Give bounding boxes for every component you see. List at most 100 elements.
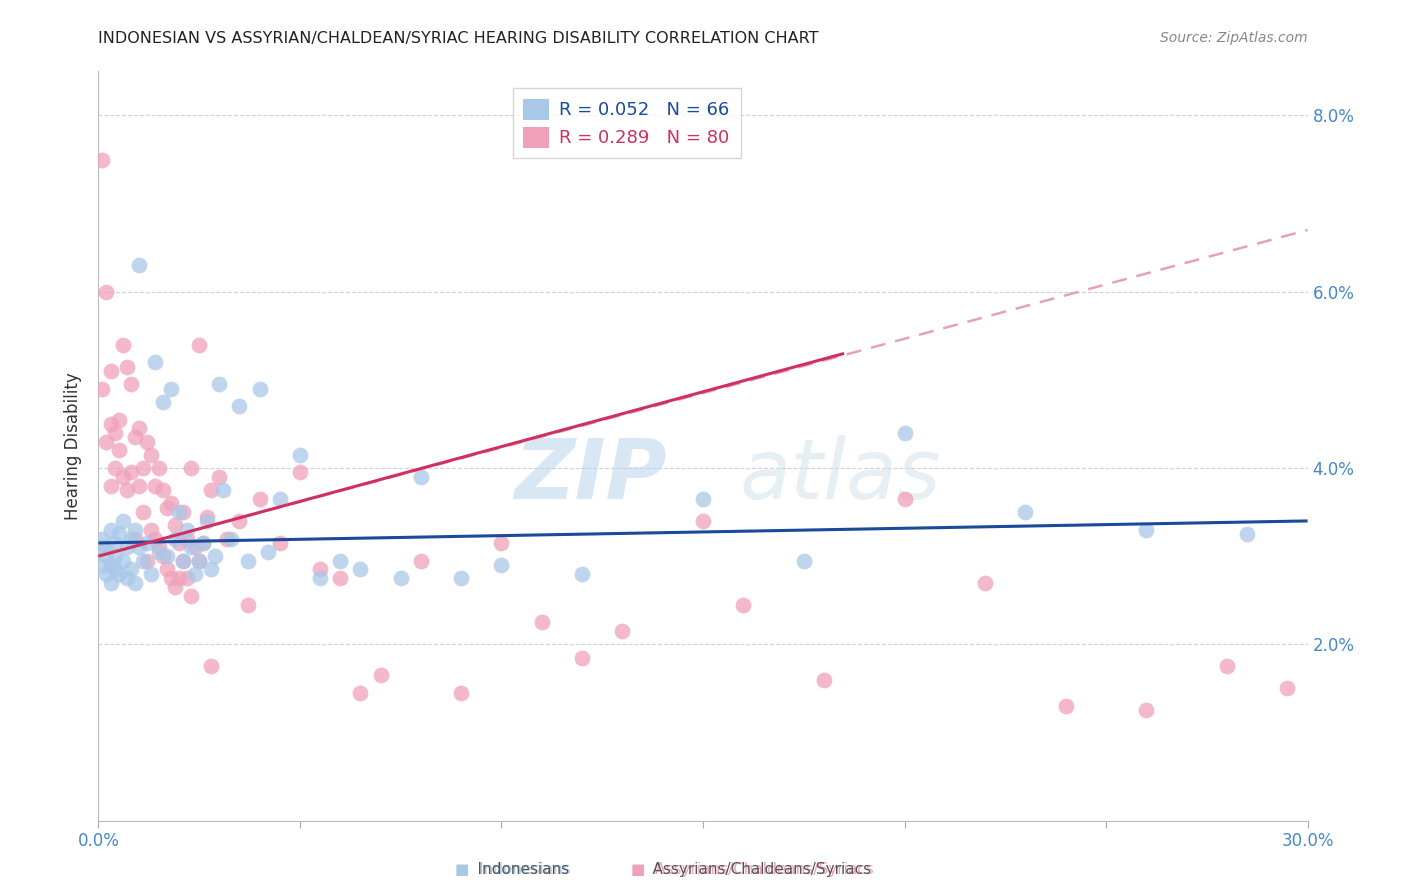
Point	[491, 536, 513, 550]
Point	[128, 478, 150, 492]
Point	[288, 466, 311, 480]
Point	[309, 571, 332, 585]
Point	[256, 545, 278, 559]
Point	[236, 553, 259, 567]
Point	[204, 549, 226, 564]
Point	[132, 553, 155, 567]
Point	[91, 558, 114, 572]
Point	[1277, 681, 1299, 696]
Point	[152, 395, 174, 409]
Point	[100, 417, 122, 431]
Point	[91, 153, 114, 167]
Text: Source: ZipAtlas.com: Source: ZipAtlas.com	[1160, 31, 1308, 45]
Point	[91, 532, 114, 546]
Text: ■  Assyrians/Chaldeans/Syriacs: ■ Assyrians/Chaldeans/Syriacs	[631, 863, 873, 877]
Point	[111, 514, 134, 528]
Point	[176, 571, 198, 585]
Point	[148, 545, 170, 559]
Point	[212, 483, 235, 497]
Point	[124, 523, 146, 537]
Point	[156, 562, 179, 576]
Point	[107, 443, 129, 458]
Point	[160, 496, 183, 510]
Point	[160, 571, 183, 585]
Point	[111, 470, 134, 484]
Point	[115, 359, 138, 374]
Point	[124, 575, 146, 590]
Point	[389, 571, 412, 585]
Point	[200, 659, 222, 673]
Point	[176, 523, 198, 537]
Point	[96, 285, 118, 299]
Point	[228, 514, 250, 528]
Point	[139, 566, 162, 581]
Point	[91, 541, 114, 555]
Point	[612, 624, 634, 639]
Point	[176, 532, 198, 546]
Point	[139, 523, 162, 537]
Text: Indonesians: Indonesians	[457, 863, 569, 877]
Point	[152, 549, 174, 564]
Point	[409, 553, 432, 567]
Point	[249, 491, 271, 506]
Point	[124, 430, 146, 444]
Point	[329, 553, 352, 567]
Text: ■  Indonesians: ■ Indonesians	[456, 863, 571, 877]
Point	[692, 514, 714, 528]
Point	[100, 575, 122, 590]
Point	[184, 566, 207, 581]
Point	[491, 558, 513, 572]
Point	[1216, 659, 1239, 673]
Point	[329, 571, 352, 585]
Point	[172, 553, 194, 567]
Point	[530, 615, 553, 630]
Point	[115, 571, 138, 585]
Point	[1135, 703, 1157, 717]
Point	[409, 470, 432, 484]
Point	[200, 562, 222, 576]
Point	[172, 553, 194, 567]
Point	[143, 478, 166, 492]
Point	[163, 518, 186, 533]
Point	[692, 491, 714, 506]
Point	[148, 461, 170, 475]
Point	[195, 514, 218, 528]
Point	[163, 532, 186, 546]
Point	[100, 523, 122, 537]
Point	[132, 461, 155, 475]
Point	[103, 425, 125, 440]
Point	[269, 536, 291, 550]
Point	[236, 598, 259, 612]
Point	[124, 532, 146, 546]
Point	[120, 466, 142, 480]
Point	[228, 400, 250, 414]
Point	[571, 566, 593, 581]
Point	[195, 509, 218, 524]
Point	[96, 566, 118, 581]
Legend: R = 0.052   N = 66, R = 0.289   N = 80: R = 0.052 N = 66, R = 0.289 N = 80	[513, 88, 741, 159]
Point	[107, 527, 129, 541]
Point	[115, 483, 138, 497]
Point	[152, 483, 174, 497]
Point	[128, 541, 150, 555]
Point	[974, 575, 997, 590]
Point	[1135, 523, 1157, 537]
Point	[111, 553, 134, 567]
Point	[208, 377, 231, 392]
Point	[143, 355, 166, 369]
Point	[107, 566, 129, 581]
Point	[217, 532, 239, 546]
Point	[208, 470, 231, 484]
Point	[128, 421, 150, 435]
Point	[249, 382, 271, 396]
Point	[107, 412, 129, 426]
Text: Assyrians/Chaldeans/Syriacs: Assyrians/Chaldeans/Syriacs	[633, 863, 872, 877]
Point	[269, 491, 291, 506]
Point	[793, 553, 815, 567]
Point	[156, 549, 179, 564]
Point	[309, 562, 332, 576]
Point	[200, 483, 222, 497]
Point	[184, 541, 207, 555]
Point	[96, 541, 118, 555]
Point	[148, 541, 170, 555]
